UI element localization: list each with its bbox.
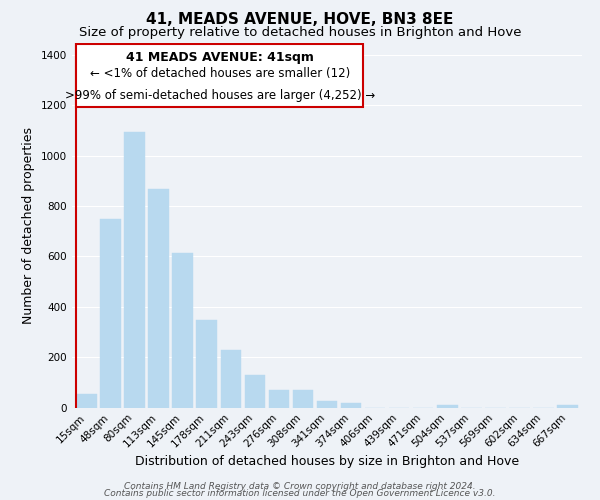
Bar <box>557 405 578 407</box>
Text: Contains HM Land Registry data © Crown copyright and database right 2024.: Contains HM Land Registry data © Crown c… <box>124 482 476 491</box>
Text: Contains public sector information licensed under the Open Government Licence v3: Contains public sector information licen… <box>104 490 496 498</box>
Text: 41, MEADS AVENUE, HOVE, BN3 8EE: 41, MEADS AVENUE, HOVE, BN3 8EE <box>146 12 454 28</box>
Bar <box>196 320 217 408</box>
Bar <box>124 132 145 407</box>
Text: >99% of semi-detached houses are larger (4,252) →: >99% of semi-detached houses are larger … <box>65 89 375 102</box>
Y-axis label: Number of detached properties: Number of detached properties <box>22 126 35 324</box>
Bar <box>341 403 361 407</box>
Bar <box>293 390 313 407</box>
Bar <box>76 44 363 106</box>
Bar <box>172 252 193 408</box>
Text: Size of property relative to detached houses in Brighton and Hove: Size of property relative to detached ho… <box>79 26 521 39</box>
Bar <box>245 375 265 408</box>
Bar <box>317 401 337 407</box>
Bar <box>269 390 289 407</box>
Bar <box>76 394 97 407</box>
Bar <box>148 188 169 408</box>
Bar <box>100 218 121 408</box>
Text: 41 MEADS AVENUE: 41sqm: 41 MEADS AVENUE: 41sqm <box>126 51 314 64</box>
Bar <box>221 350 241 408</box>
Text: ← <1% of detached houses are smaller (12): ← <1% of detached houses are smaller (12… <box>89 68 350 80</box>
Bar <box>437 405 458 407</box>
X-axis label: Distribution of detached houses by size in Brighton and Hove: Distribution of detached houses by size … <box>135 455 519 468</box>
